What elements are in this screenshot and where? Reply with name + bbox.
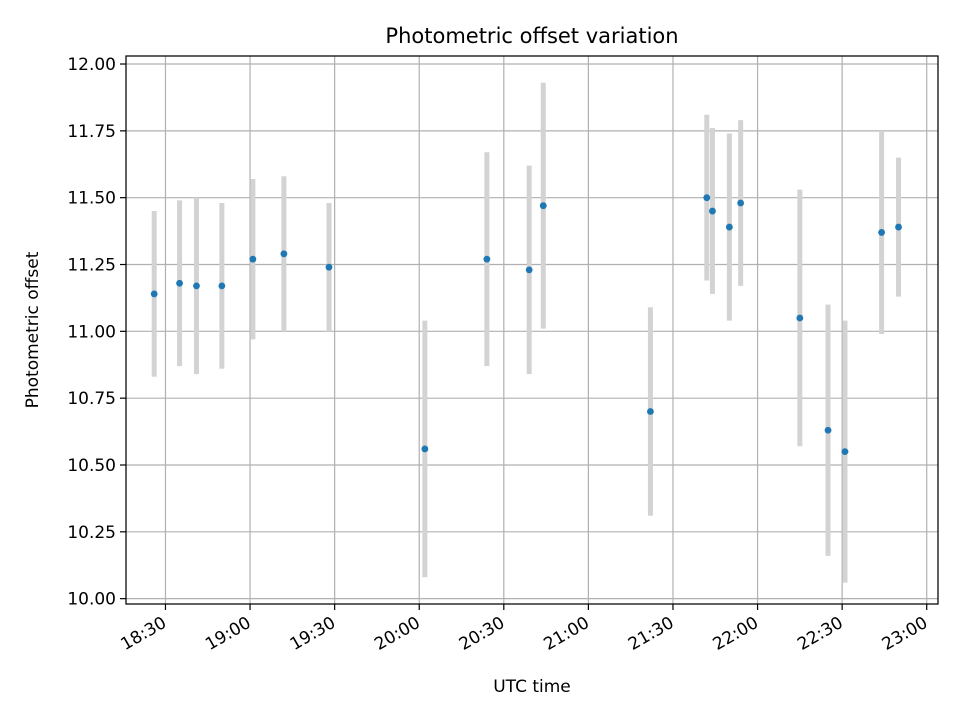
data-point — [249, 255, 257, 263]
y-axis-title: Photometric offset — [23, 251, 43, 408]
data-point — [280, 250, 288, 258]
plot-frame — [125, 55, 939, 605]
y-tick-label: 10.75 — [67, 389, 116, 409]
y-tick-label: 11.00 — [67, 322, 116, 342]
y-tick-label: 10.50 — [67, 456, 116, 476]
data-point — [539, 202, 547, 210]
data-point — [703, 194, 711, 202]
y-axis-ticks: 10.00 10.25 10.50 10.75 11.00 11.25 11.50 11.75… — [67, 55, 126, 610]
data-point — [647, 408, 654, 415]
grid-lines — [126, 56, 938, 604]
data-points — [150, 194, 902, 456]
data-point — [725, 223, 733, 231]
data-point — [824, 426, 832, 434]
y-tick-label: 10.25 — [67, 523, 116, 543]
data-point — [218, 282, 226, 290]
data-point — [325, 263, 333, 271]
y-tick-label: 10.00 — [67, 590, 116, 610]
data-point — [737, 199, 745, 207]
plot-area-background — [126, 56, 938, 604]
data-point — [421, 445, 429, 453]
data-point — [895, 223, 902, 231]
chart-title: Photometric offset variation — [385, 24, 678, 48]
y-tick-label: 12.00 — [67, 55, 116, 75]
data-point — [193, 282, 200, 290]
x-axis-title: UTC time — [493, 677, 571, 697]
data-point — [709, 207, 716, 215]
data-point — [878, 229, 886, 236]
data-point — [525, 266, 533, 274]
data-point — [483, 255, 491, 263]
data-point — [150, 290, 158, 298]
data-point — [841, 448, 849, 456]
y-tick-label: 11.50 — [67, 189, 116, 209]
y-tick-label: 11.25 — [67, 256, 116, 276]
data-point — [176, 279, 183, 287]
y-tick-label: 11.75 — [67, 122, 116, 142]
data-point — [796, 314, 804, 322]
